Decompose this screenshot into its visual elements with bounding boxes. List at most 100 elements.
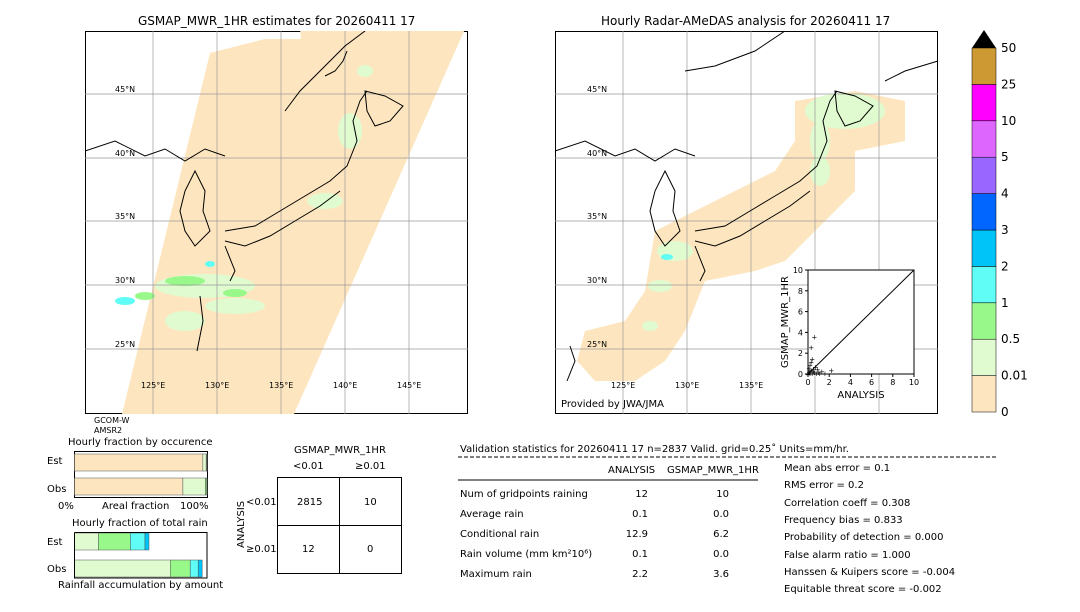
left-lat-label: 35°N [115,212,135,221]
right-lat-label: 40°N [587,149,607,158]
contingency-cell: 12 [302,544,315,555]
scatter-point: + [806,369,812,377]
rain-moderate-patches [135,276,247,300]
left-lat-label: 45°N [115,85,135,94]
scatter-point: + [807,368,813,376]
stats-col-estimate: GSMAP_MWR_1HR [667,465,759,476]
scatter-point: + [809,370,815,378]
totalrain-segments [74,532,203,578]
scatter-point: + [809,355,815,363]
scatter-xtick-label: 10 [909,378,919,387]
stats-header-rule [458,479,758,481]
colorbar-labels: 0 0.01 0.5 1 2 3 4 5 10 25 50 [1001,41,1028,418]
scatter-ytick-label: 8 [798,287,803,296]
scatter-point: + [807,370,813,378]
scatter-yticks: 0 2 4 6 8 10 [793,266,808,379]
colorbar-label: 25 [1001,77,1016,91]
stats-row-estimate: 0.0 [713,509,729,520]
colorbar-box [971,375,997,413]
left-lon-label: 130°E [205,381,229,390]
left-map: 45°N 40°N 35°N 30°N 25°N 125°E 130°E 135… [85,31,468,414]
colorbar-label: 1 [1001,296,1009,310]
scatter-point: + [811,334,817,342]
right-lat-label: 25°N [587,340,607,349]
colorbar-box [971,302,997,340]
occurrence-row-est: Est [47,456,63,467]
contingency-title: GSMAP_MWR_1HR [294,445,386,456]
scatter-xtick-label: 4 [848,378,853,387]
scatter-points: +++++++++++++++++++++++ [805,334,834,379]
left-lon-label: 145°E [397,381,421,390]
scatter-ytick-label: 6 [798,308,803,317]
contingency-cell: 10 [364,497,377,508]
one-to-one-line [807,269,915,375]
stats-row-label: Rain volume (mm km²10⁶) [460,549,593,560]
scatter-point: + [822,370,828,378]
contingency-cell: 0 [367,544,374,555]
right-lon-label: 135°E [739,381,763,390]
totalrain-row-obs: Obs [47,564,67,575]
left-lon-label: 135°E [269,381,293,390]
colorbar-box [971,47,997,85]
left-lon-label: 140°E [333,381,357,390]
stats-row-analysis: 0.1 [632,509,648,520]
right-lon-label: 125°E [611,381,635,390]
score-line: Probability of detection = 0.000 [784,532,944,544]
bar-segment [74,532,99,551]
left-lat-label: 30°N [115,276,135,285]
colorbar: 0 0.01 0.5 1 2 3 4 5 10 25 50 [971,30,1028,418]
occurrence-axis-center: Areal fraction [102,501,170,512]
colorbar-box [971,266,997,304]
totalrain-row-est: Est [47,537,63,548]
right-coastlines [555,31,939,382]
colorbar-label: 0 [1001,405,1009,418]
right-lon-label: 130°E [675,381,699,390]
stats-row-label: Conditional rain [460,529,540,540]
bar-segment [130,532,146,551]
scatter-ytick-label: 4 [798,328,803,337]
scatter-point: + [810,368,816,376]
scatter-xlabel: ANALYSIS [837,390,884,401]
stats-row-estimate: 0.0 [713,549,729,560]
bar-segment [206,477,208,496]
scatter-point: + [806,365,812,373]
colorbar-label: 50 [1001,41,1016,55]
totalrain-bars [74,532,208,579]
scatter-xtick-label: 6 [869,378,874,387]
left-gridlines [85,31,468,414]
scatter-point: + [808,367,814,375]
score-line: Hanssen & Kuipers score = -0.004 [784,566,956,578]
scatter-ytick-label: 2 [798,349,803,358]
scatter-point: + [812,364,818,372]
bar-segment [197,559,203,578]
left-coastlines [85,31,404,352]
scatter-point: + [819,368,825,376]
colorbar-box [971,156,997,194]
contingency-col-header: ≥0.01 [355,461,386,472]
score-line: Equitable threat score = -0.002 [784,584,942,596]
right-lat-label: 30°N [587,276,607,285]
validation-divider [458,456,996,458]
validation-title: Validation statistics for 20260411 17 n=… [460,444,849,455]
bar-segment [170,559,191,578]
totalrain-footer: Rainfall accumulation by amount [58,580,224,591]
colorbar-label: 5 [1001,150,1009,164]
scatter-ytick-label: 10 [793,266,803,275]
stats-row-analysis: 0.1 [632,549,648,560]
scatter-point: + [807,362,813,370]
scatter-point: + [808,344,814,352]
contingency-col-header: <0.01 [293,461,324,472]
bar-segment [206,453,208,472]
bar-segment [74,453,204,472]
stats-row-analysis: 12 [635,489,648,500]
stats-row-analysis: 12.9 [625,529,648,540]
scatter-xtick-label: 2 [827,378,832,387]
swath-top-patch [421,31,464,45]
totalrain-title: Hourly fraction of total rain [72,518,208,529]
occurrence-row-obs: Obs [47,484,67,495]
colorbar-boxes [971,47,997,413]
rain-heavy-patches [115,261,215,305]
stats-col-analysis: ANALYSIS [608,465,656,476]
colorbar-label: 2 [1001,259,1009,273]
